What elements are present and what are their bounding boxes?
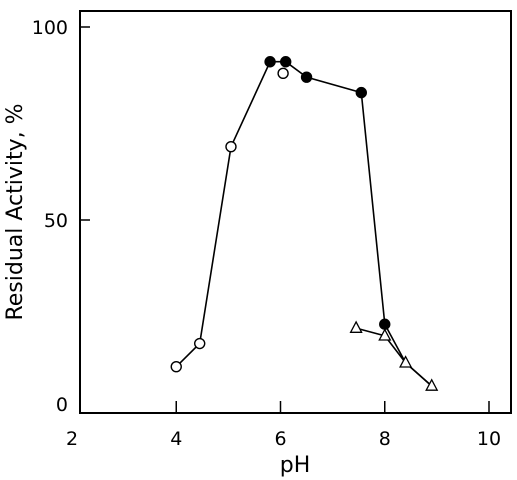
series-line-1 (175, 60, 386, 368)
x-axis-title: pH (280, 453, 311, 478)
x-axis-ticks: 2 4 6 8 10 (66, 401, 501, 450)
y-tick-label: 100 (32, 17, 68, 39)
y-axis-ticks: 0 50 100 (32, 17, 90, 416)
open-triangle-point (378, 328, 392, 341)
plot-frame (79, 10, 512, 414)
y-axis-title: Residual Activity, % (3, 103, 28, 320)
open-circle-point (170, 360, 182, 373)
y-tick-label: 50 (44, 210, 68, 232)
y-tick-label: 0 (56, 394, 68, 416)
x-tick-label: 6 (274, 428, 286, 450)
x-tick-label: 2 (66, 428, 78, 450)
open-circle-point (225, 140, 237, 153)
series-line-2 (384, 323, 433, 387)
open-circle-point (194, 337, 206, 350)
open-triangle-point (349, 320, 363, 333)
x-tick-label: 8 (379, 428, 391, 450)
filled-circle-point (355, 86, 367, 99)
filled-circle-point (264, 56, 276, 68)
series-lines (175, 60, 433, 387)
x-tick-label: 10 (477, 428, 501, 450)
filled-circle-point (379, 318, 391, 330)
open-circle-point (277, 67, 289, 80)
x-tick-label: 4 (170, 428, 182, 450)
series-points (170, 56, 439, 391)
triangle-series-line (355, 327, 433, 387)
open-triangle-point (399, 355, 413, 368)
open-triangle-point (425, 378, 439, 391)
filled-circle-point (280, 56, 292, 68)
filled-circle-point (300, 71, 313, 83)
